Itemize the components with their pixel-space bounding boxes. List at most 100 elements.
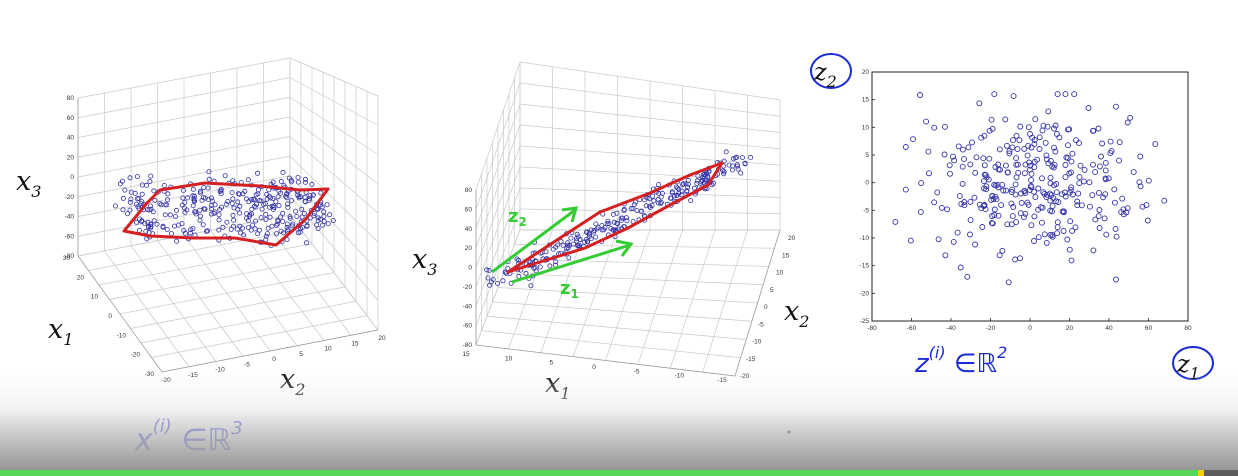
plot2-y-axis-label: x2 [784,296,809,331]
data-point [1013,155,1020,162]
data-point [162,202,168,208]
plot3-points [892,91,1168,286]
data-point [1095,125,1102,132]
plot-3d-data-on-plane: 80 60 40 20 0 -20 -40 -60 -80 15 10 5 0 -5 -10 -15 20 1… [412,61,809,403]
data-point [224,219,230,225]
data-point [1017,210,1024,217]
data-point [941,123,948,130]
tick-label: -40 [65,214,75,221]
plot3-y-ticks: -25 -20 -15 -10 -5 0 5 10 15 20 [860,69,875,325]
data-point [252,197,258,203]
data-point [132,190,138,196]
data-point [1054,91,1061,98]
data-point [1101,215,1108,222]
video-progress-handle[interactable] [1197,470,1204,476]
data-point [972,241,979,248]
data-point [1047,157,1054,164]
data-point [324,202,330,208]
data-point [280,230,286,236]
data-point [1095,189,1102,196]
data-point [325,221,331,227]
data-point [694,178,700,184]
data-point [1032,116,1039,123]
data-point [485,275,491,281]
tick-label: 5 [299,351,303,358]
tick-label: -20 [860,290,870,297]
data-point [280,210,286,216]
data-point [209,198,215,204]
data-point [991,91,998,98]
data-point [287,215,293,221]
data-point [577,243,583,249]
data-point [230,196,236,202]
data-point [710,180,716,186]
tick-label: 15 [862,97,870,104]
data-point [1068,184,1075,191]
tick-label: -5 [863,207,869,214]
data-point [978,134,985,141]
data-point [1020,214,1027,221]
data-point [197,207,203,213]
data-point [675,185,681,191]
data-point [1066,246,1073,253]
data-point [646,196,652,202]
data-point [120,207,126,213]
data-point [1090,127,1096,134]
data-point [944,206,951,213]
data-point [624,218,630,224]
data-point [299,206,305,212]
data-point [989,193,996,200]
data-point [264,196,270,202]
video-progress-bar[interactable] [0,470,1238,476]
data-point [264,231,270,237]
data-point [1054,230,1061,237]
data-point [503,270,509,276]
data-point [971,194,978,201]
data-point [553,259,559,265]
data-point [253,204,259,210]
data-point [1069,191,1076,198]
data-point [514,256,520,262]
data-point [1044,123,1051,130]
data-point [679,192,685,198]
data-point [999,247,1006,254]
svg-text:x3: x3 [16,166,41,201]
data-point [992,182,999,189]
data-point [723,149,729,155]
data-point [133,219,139,225]
data-point [959,146,966,153]
data-point [701,179,707,185]
data-point [245,217,251,223]
data-point [721,169,727,175]
data-point [1027,131,1033,137]
data-point [1113,276,1119,283]
data-point [1076,174,1083,181]
plot2-3d-grid [475,61,781,377]
data-point [253,218,259,224]
data-point [311,213,317,219]
data-point [229,200,235,206]
data-point [258,215,264,221]
data-point [1119,195,1126,202]
data-point [1086,179,1093,186]
data-point [1085,105,1092,111]
data-point [1013,132,1020,139]
data-point [1053,131,1060,137]
data-point [957,264,964,271]
data-point [288,198,294,204]
tick-label: -10 [215,367,225,374]
data-point [139,182,145,188]
data-point [606,220,612,226]
data-point [1051,144,1057,151]
data-point [730,163,736,169]
data-point [265,225,271,231]
plot3-y-axis-label: z2 [810,53,852,91]
tick-label: -15 [860,263,870,270]
data-point [1137,153,1144,160]
data-point [200,222,206,228]
data-point [942,252,949,259]
data-point [139,191,145,197]
data-point [278,178,284,184]
plot2-annotation-z2: z2 [508,206,527,229]
tick-label: -60 [65,233,75,240]
